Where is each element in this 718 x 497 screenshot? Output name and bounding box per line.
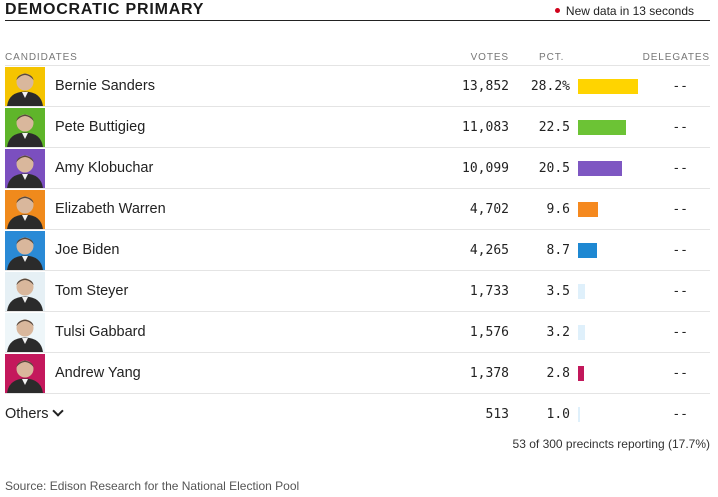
candidate-votes: 13,852 (462, 79, 509, 94)
candidate-row: Joe Biden 4,265 8.7 -- (5, 230, 710, 271)
candidate-name: Elizabeth Warren (55, 201, 166, 217)
portrait-icon (5, 231, 45, 270)
candidate-pct-bar (578, 161, 622, 176)
candidate-pct: 8.7 (546, 243, 570, 258)
precincts-reporting: 53 of 300 precincts reporting (17.7%) (512, 437, 710, 451)
candidate-name: Amy Klobuchar (55, 160, 154, 176)
candidate-pct: 3.2 (546, 325, 570, 340)
candidate-delegates: -- (672, 120, 688, 135)
candidate-votes: 1,378 (469, 366, 509, 381)
candidate-pct: 9.6 (546, 202, 570, 217)
live-update-indicator: New data in 13 seconds (554, 4, 694, 18)
candidate-votes: 11,083 (462, 120, 509, 135)
others-delegates: -- (672, 407, 688, 422)
candidate-votes: 4,702 (469, 202, 509, 217)
candidate-row: Elizabeth Warren 4,702 9.6 -- (5, 189, 710, 230)
candidate-row: Tom Steyer 1,733 3.5 -- (5, 271, 710, 312)
candidate-delegates: -- (672, 325, 688, 340)
candidate-pct: 22.5 (538, 120, 570, 135)
candidate-delegates: -- (672, 366, 688, 381)
candidate-pct-bar (578, 79, 638, 94)
candidate-row: Pete Buttigieg 11,083 22.5 -- (5, 107, 710, 148)
candidate-pct-bar (578, 325, 585, 340)
others-label: Others (5, 406, 49, 422)
candidate-votes: 4,265 (469, 243, 509, 258)
candidate-pct-bar (578, 243, 597, 258)
source-note: Source: Edison Research for the National… (5, 479, 300, 493)
candidate-delegates: -- (672, 202, 688, 217)
candidate-pct-bar (578, 120, 626, 135)
candidate-name: Andrew Yang (55, 365, 141, 381)
portrait-icon (5, 190, 45, 229)
candidate-pct: 2.8 (546, 366, 570, 381)
candidate-pct: 28.2% (530, 79, 570, 94)
column-header-votes: VOTES (470, 52, 509, 63)
candidate-pct-bar (578, 366, 584, 381)
portrait-icon (5, 108, 45, 147)
live-dot-icon (554, 8, 560, 14)
candidate-photo (5, 272, 45, 311)
candidate-pct-bar (578, 284, 585, 299)
candidate-delegates: -- (672, 284, 688, 299)
candidate-pct: 3.5 (546, 284, 570, 299)
others-toggle[interactable]: Others (5, 405, 64, 422)
candidate-votes: 1,576 (469, 325, 509, 340)
portrait-icon (5, 67, 45, 106)
candidate-votes: 1,733 (469, 284, 509, 299)
candidate-delegates: -- (672, 161, 688, 176)
candidate-pct-bar (578, 202, 598, 217)
portrait-icon (5, 149, 45, 188)
candidate-votes: 10,099 (462, 161, 509, 176)
candidate-photo (5, 108, 45, 147)
candidate-row: Andrew Yang 1,378 2.8 -- (5, 353, 710, 394)
candidate-row: Amy Klobuchar 10,099 20.5 -- (5, 148, 710, 189)
others-pct-bar (578, 407, 580, 422)
portrait-icon (5, 272, 45, 311)
live-update-text: New data in 13 seconds (565, 4, 694, 18)
candidate-name: Tom Steyer (55, 283, 129, 299)
candidate-name: Joe Biden (55, 242, 120, 258)
portrait-icon (5, 313, 45, 352)
chevron-down-icon (51, 405, 64, 417)
column-header-pct: PCT. (539, 52, 565, 63)
page-title: DEMOCRATIC PRIMARY (5, 1, 205, 18)
others-pct: 1.0 (546, 407, 570, 422)
others-votes: 513 (485, 407, 509, 422)
candidate-pct: 20.5 (538, 161, 570, 176)
others-row: Others 513 1.0 -- (5, 394, 710, 434)
candidate-name: Tulsi Gabbard (55, 324, 146, 340)
candidate-photo (5, 190, 45, 229)
candidate-photo (5, 354, 45, 393)
column-header-delegates: DELEGATES (642, 52, 710, 63)
candidate-delegates: -- (672, 243, 688, 258)
candidate-photo (5, 67, 45, 106)
column-header-candidates: CANDIDATES (5, 52, 78, 63)
candidate-photo (5, 313, 45, 352)
results-header: DEMOCRATIC PRIMARY New data in 13 second… (5, 0, 710, 21)
candidate-delegates: -- (672, 79, 688, 94)
candidate-name: Bernie Sanders (55, 78, 155, 94)
portrait-icon (5, 354, 45, 393)
candidate-row: Bernie Sanders 13,852 28.2% -- (5, 66, 710, 107)
candidate-photo (5, 231, 45, 270)
results-table: Bernie Sanders 13,852 28.2% -- Pete Buttigie… (5, 65, 710, 434)
candidate-photo (5, 149, 45, 188)
candidate-row: Tulsi Gabbard 1,576 3.2 -- (5, 312, 710, 353)
candidate-name: Pete Buttigieg (55, 119, 146, 135)
